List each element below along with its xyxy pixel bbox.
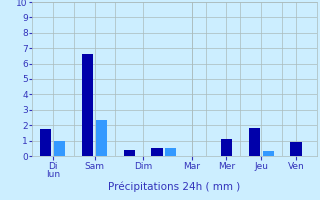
Bar — [151, 148, 163, 156]
Bar — [82, 54, 93, 156]
Bar — [291, 142, 301, 156]
Bar — [165, 148, 177, 156]
Bar — [263, 151, 274, 156]
X-axis label: Précipitations 24h ( mm ): Précipitations 24h ( mm ) — [108, 182, 241, 192]
Bar — [124, 150, 135, 156]
Bar — [96, 120, 107, 156]
Bar — [249, 128, 260, 156]
Bar — [54, 141, 65, 156]
Bar — [40, 129, 52, 156]
Bar — [221, 139, 232, 156]
